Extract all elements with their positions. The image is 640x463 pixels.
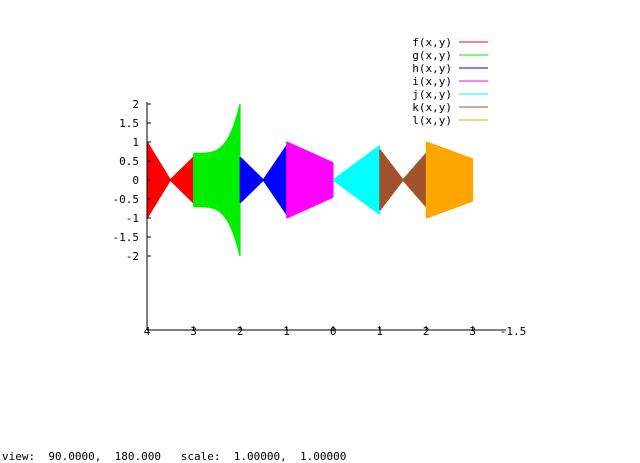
legend-item: i(x,y) [412, 75, 488, 88]
series-band-outline [146, 141, 195, 219]
legend: f(x,y)g(x,y)h(x,y)i(x,y)j(x,y)k(x,y)l(x,… [412, 36, 488, 127]
legend-item: k(x,y) [412, 101, 488, 114]
series-band-1 [146, 141, 195, 219]
y-tick-label: 1.5 [119, 117, 139, 130]
legend-item: g(x,y) [412, 49, 488, 62]
y-tick-label: -0.5 [113, 193, 140, 206]
y-tick-label: 0.5 [119, 155, 139, 168]
series-band-7 [425, 141, 474, 219]
legend-label: i(x,y) [412, 75, 452, 88]
legend-item: h(x,y) [412, 62, 488, 75]
legend-item: j(x,y) [412, 88, 488, 101]
legend-item: l(x,y) [412, 114, 488, 127]
y-tick-label: -1.5 [113, 231, 140, 244]
series-band-hatch [425, 141, 474, 218]
y-tick-label: 2 [132, 98, 139, 111]
x-tick-label: 0 [330, 325, 337, 338]
series-band-6 [379, 149, 427, 211]
y-tick-label: 1 [132, 136, 139, 149]
series-band-4 [286, 141, 334, 219]
legend-item: f(x,y) [412, 36, 488, 49]
legend-label: l(x,y) [412, 114, 452, 127]
series-band-outline [239, 145, 288, 215]
series-band-outline [379, 149, 427, 211]
series-band-hatch [193, 104, 241, 257]
legend-label: h(x,y) [412, 62, 452, 75]
x-tick-label: 1 [376, 325, 383, 338]
x-tick-label: 3 [469, 325, 476, 338]
axes [146, 102, 506, 331]
x-axis-ticks: 4 3 2 1 0 1 2 3 -1.5 [144, 325, 527, 338]
series-band-3 [239, 145, 288, 215]
x-tick-label: 4 [144, 325, 151, 338]
series-band-5 [332, 145, 381, 215]
legend-label: k(x,y) [412, 101, 452, 114]
x-tick-label: 1 [283, 325, 290, 338]
series-band-outline [425, 141, 473, 219]
legend-label: g(x,y) [412, 49, 452, 62]
y-tick-label: 0 [132, 174, 139, 187]
view-status-line: view: 90.0000, 180.000 scale: 1.00000, 1… [2, 450, 347, 463]
series-band-hatch [286, 141, 334, 218]
x-extra-tick-label: -1.5 [500, 325, 527, 338]
series-band-outline [193, 103, 241, 257]
series-band-hatch [379, 149, 427, 211]
series-band-outline [332, 145, 381, 215]
x-tick-label: 2 [237, 325, 244, 338]
series-bands [146, 103, 474, 257]
x-tick-label: 3 [190, 325, 197, 338]
x-tick-label: 2 [423, 325, 430, 338]
legend-label: j(x,y) [412, 88, 452, 101]
series-band-hatch [239, 145, 288, 215]
legend-label: f(x,y) [412, 36, 452, 49]
y-tick-label: -2 [126, 250, 139, 263]
series-band-hatch [332, 145, 381, 215]
y-tick-label: -1 [126, 212, 139, 225]
y-axis-ticks: 2 1.5 1 0.5 0 -0.5 -1 -1.5 -2 [113, 98, 151, 263]
series-band-outline [286, 141, 334, 219]
series-band-2 [193, 103, 241, 257]
